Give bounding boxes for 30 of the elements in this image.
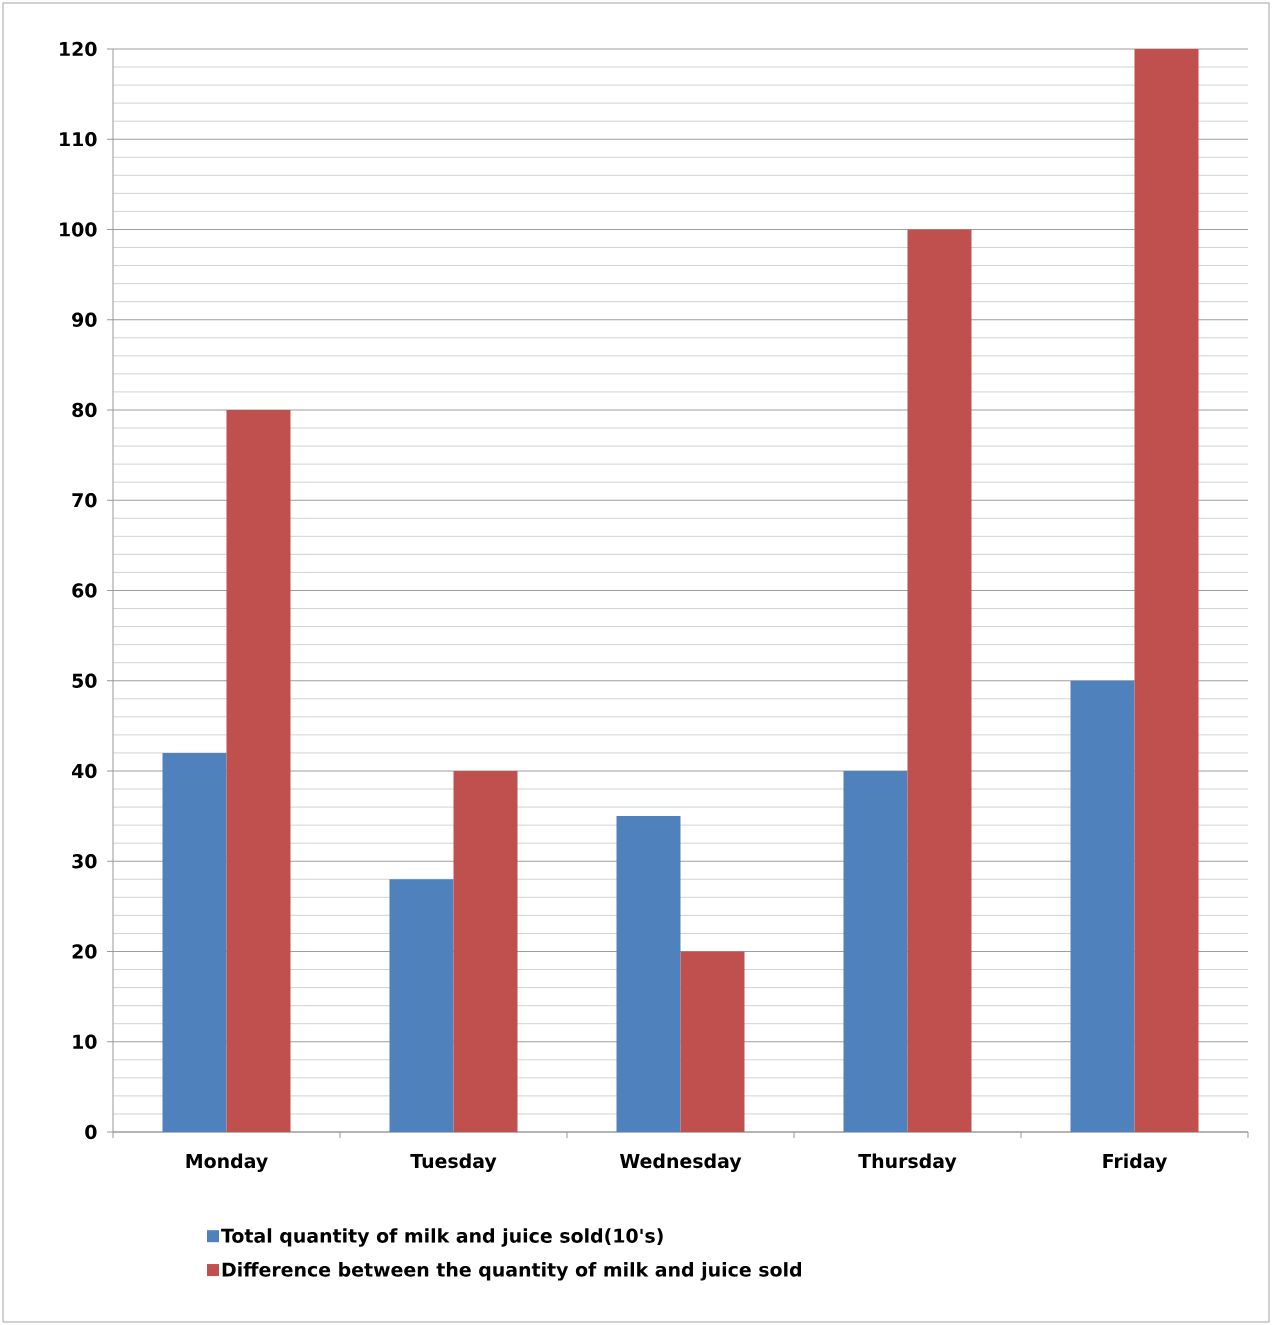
y-tick-label: 70 [72,493,97,508]
bar [907,229,972,1132]
y-tick-label: 40 [71,763,97,779]
y-tick-label: 90 [72,312,97,327]
bar [1134,48,1199,1132]
bar [162,752,227,1132]
x-tick-label: Monday [186,1153,268,1172]
bar [680,951,745,1132]
x-tick-label: Thursday [858,1153,957,1172]
x-tick-label: Wednesday [619,1153,742,1172]
bar [226,409,291,1132]
bar [389,879,454,1132]
bar [453,770,518,1132]
bar [843,770,908,1132]
y-tick-label: 20 [72,944,97,959]
bar [1070,680,1135,1132]
x-tick-label: Friday [1103,1153,1167,1172]
legend-label: Difference between the quantity of milk and juice sold [222,1262,801,1281]
y-tick-label: 60 [72,583,97,598]
legend-label: Total quantity of milk and juice sold(10's) [221,1228,663,1247]
x-tick-label: Tuesday [410,1153,497,1172]
y-tick-label: 80 [72,402,97,418]
y-tick-label: 30 [72,854,97,869]
y-tick-label: 100 [60,222,97,237]
y-tick-label: 0 [85,1124,97,1140]
y-tick-label: 50 [72,673,97,688]
y-tick-label: 10 [73,1034,97,1049]
y-tick-label: 120 [60,41,97,57]
y-tick-label: 110 [60,132,97,147]
bar [616,816,681,1132]
